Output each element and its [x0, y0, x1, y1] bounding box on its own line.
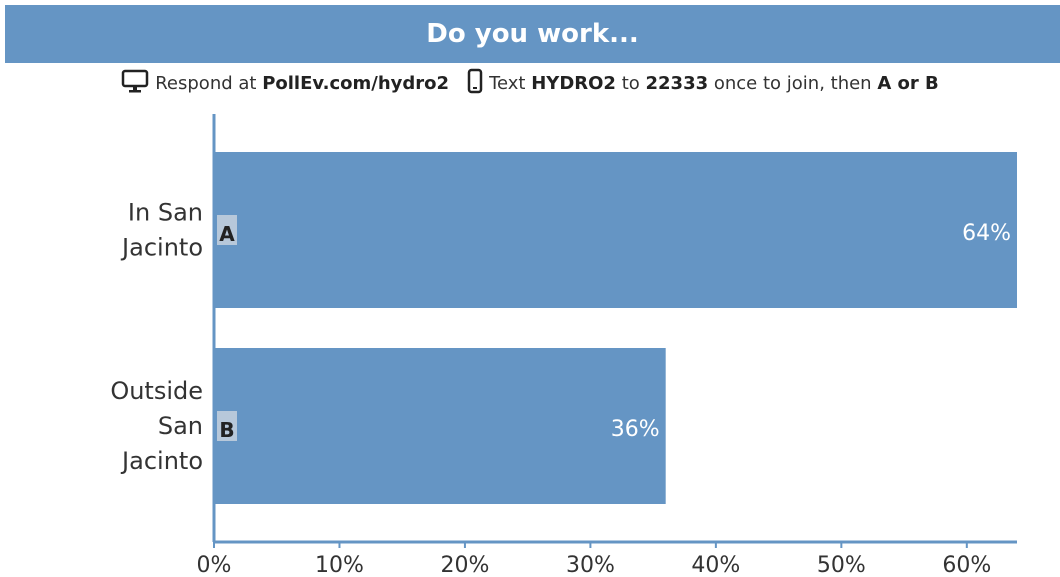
category-label: Outside San Jacinto	[110, 377, 203, 475]
text-number: 22333	[645, 72, 709, 94]
option-letter-box	[217, 411, 237, 441]
option-letter-label: A	[219, 222, 235, 246]
results-bar-chart: A 64% In San Jacinto B 36% Outside San Jacinto 0%…	[110, 114, 1017, 577]
x-tick-label: 0%	[197, 553, 232, 577]
text-to: to	[621, 72, 640, 94]
text-prefix: Text	[489, 72, 526, 94]
bar-a	[214, 152, 1017, 308]
x-tick-label: 20%	[440, 553, 489, 577]
x-tick-label: 50%	[817, 553, 866, 577]
poll-title: Do you work...	[5, 5, 1060, 63]
bar-b	[214, 348, 666, 504]
option-letter-box	[217, 215, 237, 245]
respond-prefix: Respond at	[155, 72, 257, 94]
text-options: A or B	[877, 72, 939, 94]
x-tick-label: 30%	[566, 553, 615, 577]
respond-url[interactable]: PollEv.com/hydro2	[262, 72, 450, 94]
phone-icon	[467, 68, 483, 99]
category-label: In San Jacinto	[120, 199, 203, 262]
text-suffix: once to join, then	[713, 72, 872, 94]
x-tick-label: 10%	[315, 553, 364, 577]
option-letter-label: B	[219, 418, 234, 442]
monitor-icon	[121, 69, 149, 98]
x-tick-label: 40%	[691, 553, 740, 577]
bar-value-label: 36%	[611, 417, 660, 442]
join-instructions: Respond at PollEv.com/hydro2 Text HYDRO2…	[0, 68, 1060, 98]
x-tick-label: 60%	[942, 553, 991, 577]
text-code: HYDRO2	[531, 72, 616, 94]
bar-value-label: 64%	[962, 221, 1011, 246]
